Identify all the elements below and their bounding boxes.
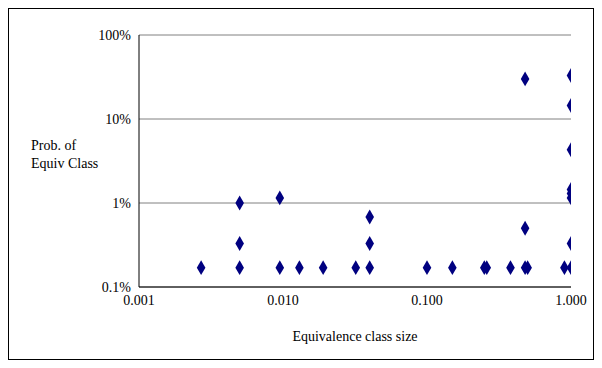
html-text:Prob. of: Prob. of: [31, 138, 77, 153]
svg-text:100%: 100%: [98, 28, 131, 43]
html-text:Equiv Class: Equiv Class: [31, 156, 99, 171]
svg-text:10%: 10%: [105, 112, 131, 127]
svg-text:0.010: 0.010: [267, 293, 299, 308]
svg-text:Equivalence class size: Equivalence class size: [292, 329, 417, 344]
svg-text:0.100: 0.100: [411, 293, 443, 308]
svg-text:1.000: 1.000: [555, 293, 587, 308]
svg-text:0.001: 0.001: [123, 293, 155, 308]
svg-text:1%: 1%: [112, 196, 131, 211]
svg-text:0.1%: 0.1%: [102, 280, 132, 295]
